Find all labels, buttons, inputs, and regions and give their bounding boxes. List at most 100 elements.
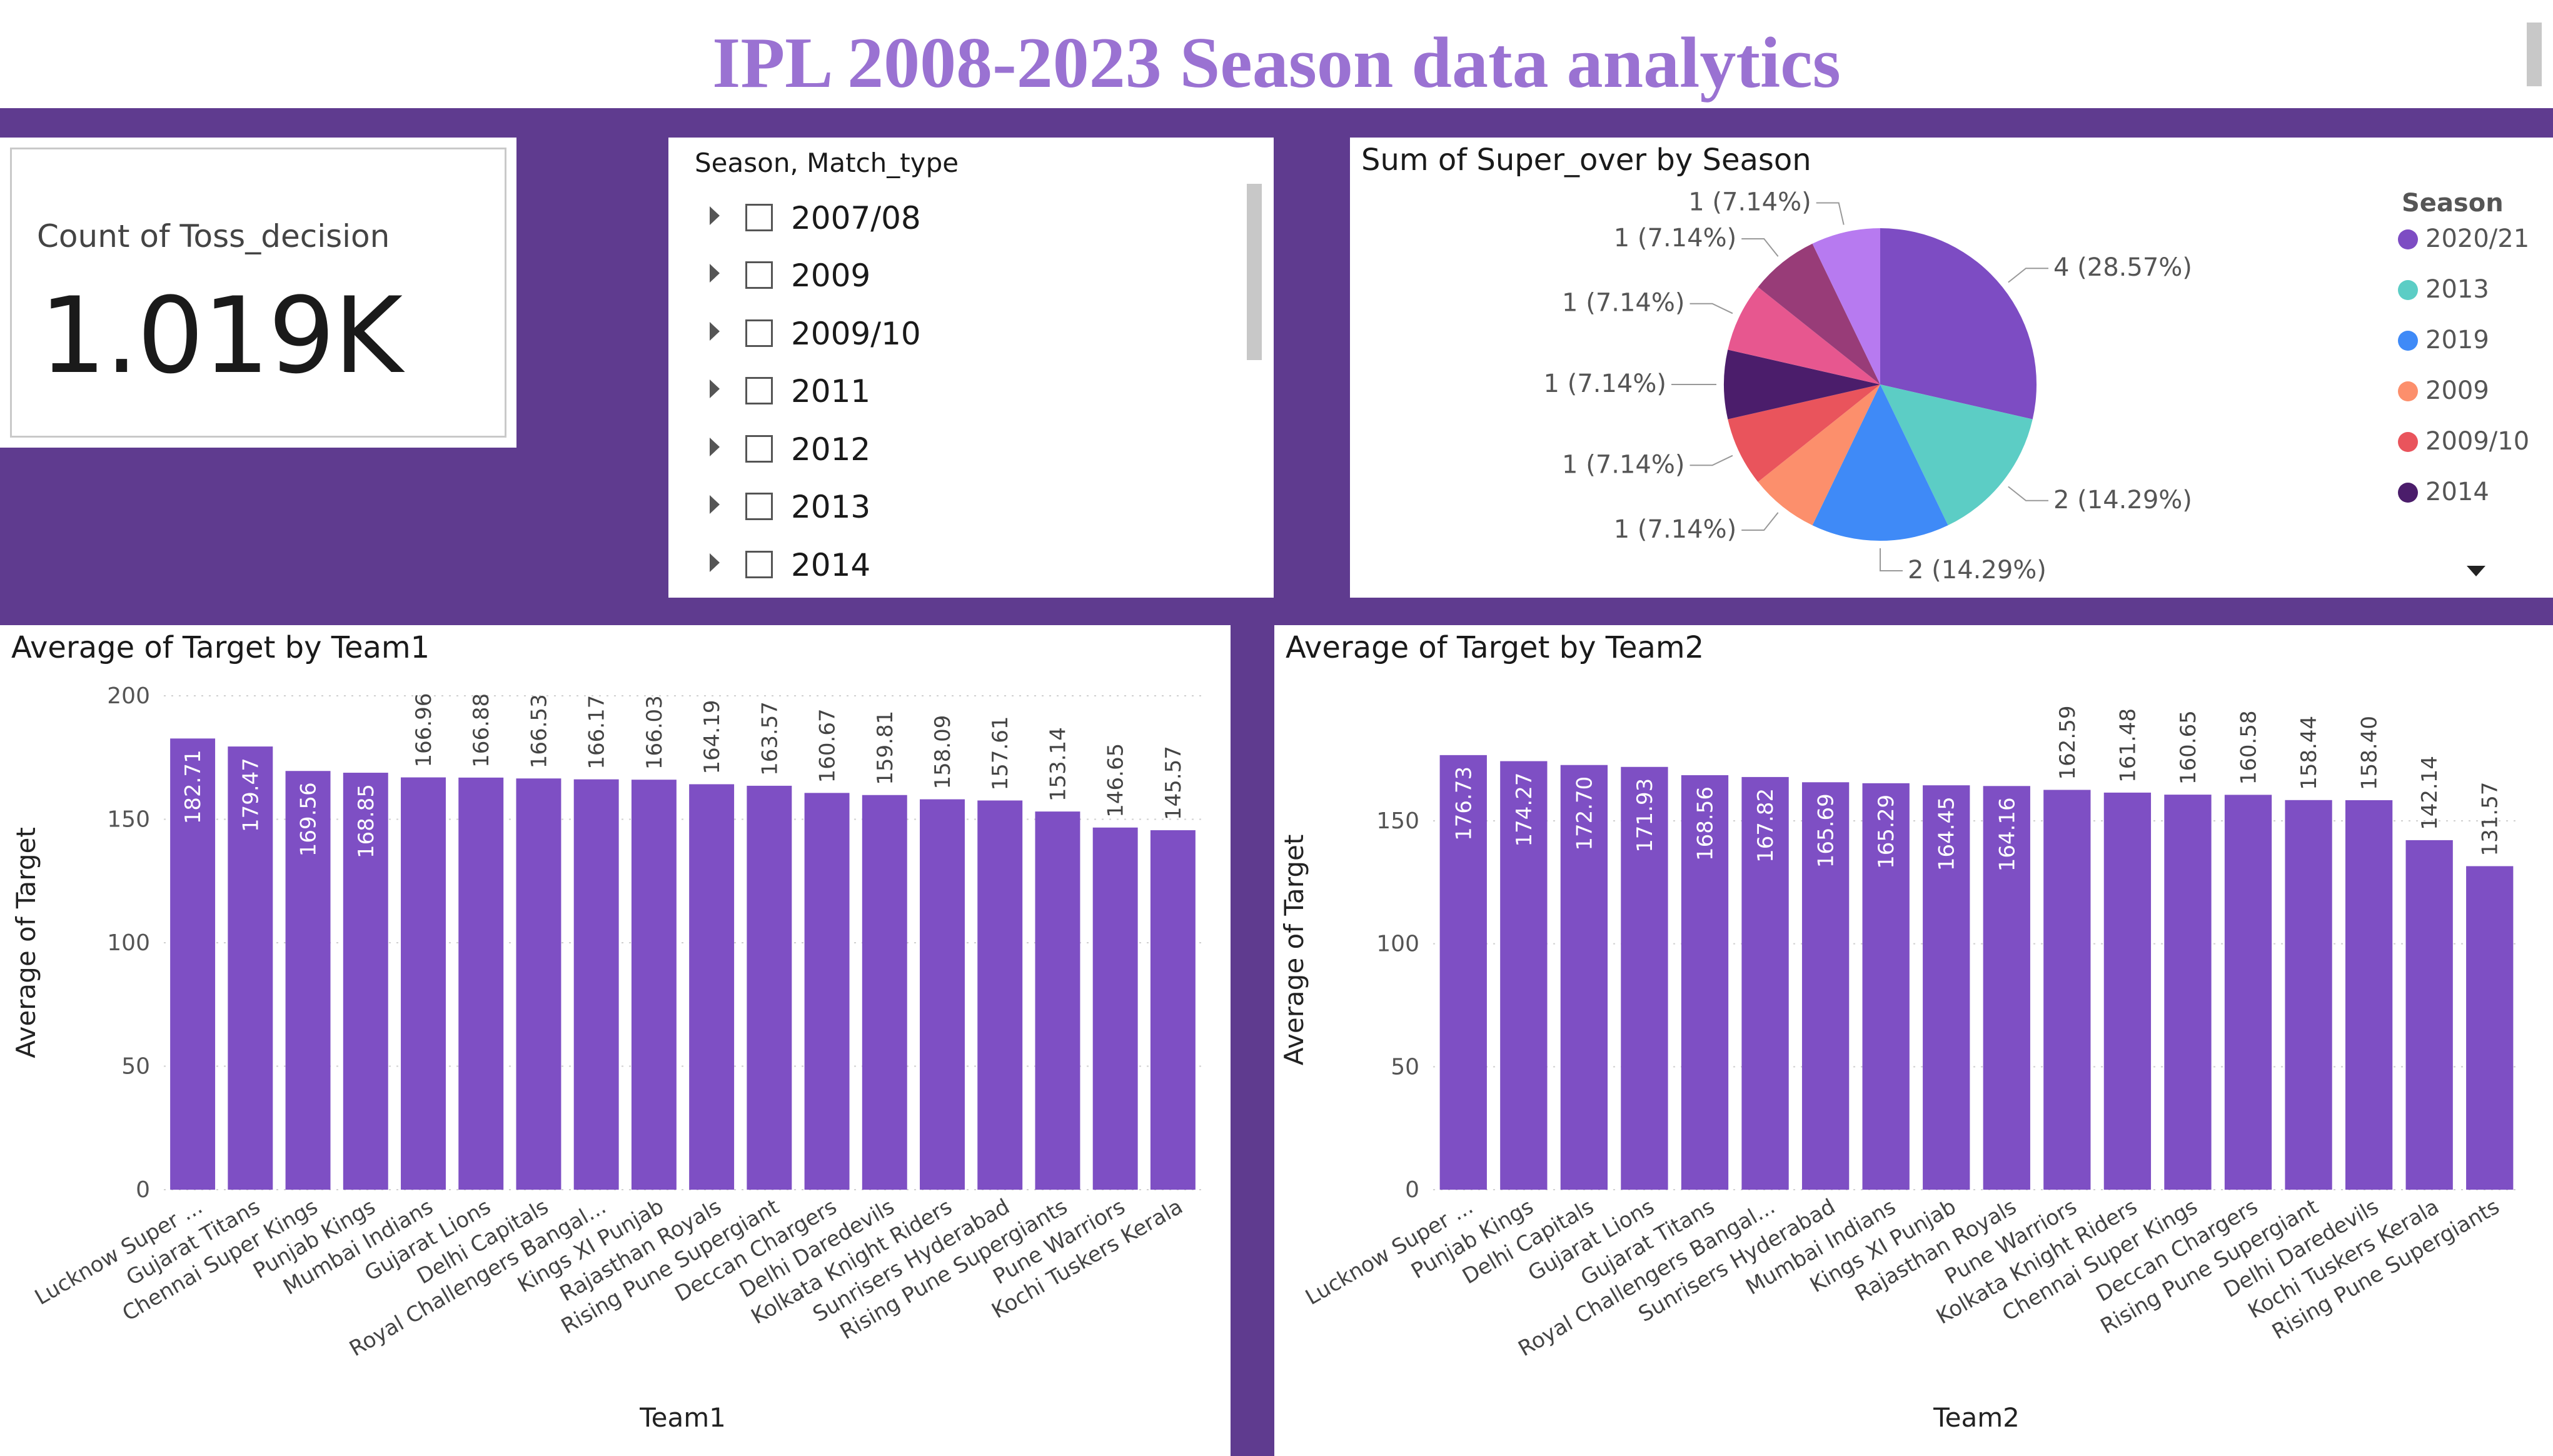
slicer-item[interactable]: 2007/08 [710, 194, 1185, 251]
bar-value-label: 164.16 [1995, 797, 2020, 871]
bar [516, 778, 561, 1190]
pie-slice-label: 2 (14.29%) [1908, 556, 2047, 585]
checkbox[interactable] [745, 377, 773, 404]
pie-leader-line [1816, 202, 1845, 225]
bar-value-label: 131.57 [2478, 782, 2503, 856]
pie-leader-line [1880, 548, 1903, 571]
checkbox[interactable] [745, 204, 773, 231]
pie-leader-line [2008, 268, 2048, 283]
expand-arrow-icon[interactable] [710, 322, 720, 341]
y-tick-label: 100 [1376, 931, 1419, 957]
slicer-item[interactable]: 2009 [710, 251, 1185, 309]
bar-value-label: 176.73 [1451, 766, 1476, 841]
bar-value-label: 171.93 [1633, 778, 1658, 853]
bar-value-label: 158.09 [930, 715, 955, 790]
legend-item: 2014 [2425, 478, 2489, 506]
pie-chart: 4 (28.57%) 2 (14.29%) 2 (14.29%) 1 (7.14%) 1… [1544, 188, 2530, 585]
expand-arrow-icon[interactable] [710, 495, 720, 514]
legend-item: 2009 [2425, 376, 2489, 405]
bar-value-label: 179.47 [238, 758, 263, 832]
bar-value-label: 159.81 [873, 711, 898, 785]
bar1-title: Average of Target by Team1 [11, 630, 430, 665]
legend-item: 2013 [2425, 275, 2489, 304]
bar-value-label: 153.14 [1045, 727, 1070, 801]
expand-arrow-icon[interactable] [710, 553, 720, 572]
legend-more-icon [2467, 566, 2485, 576]
bar [1862, 783, 1910, 1190]
bar-value-label: 158.44 [2297, 716, 2322, 790]
bar-value-label: 160.58 [2237, 710, 2262, 785]
kpi-card[interactable]: Count of Toss_decision 1.019K [0, 138, 516, 448]
expand-arrow-icon[interactable] [710, 438, 720, 456]
y-tick-label: 200 [107, 683, 150, 709]
pie-leader-line [1689, 303, 1733, 314]
slicer-item[interactable]: 2011 [710, 367, 1185, 424]
bar-value-label: 163.57 [757, 701, 782, 776]
expand-arrow-icon[interactable] [710, 264, 720, 283]
bar2-title: Average of Target by Team2 [1286, 630, 1705, 665]
bar [1500, 761, 1548, 1190]
y-tick-label: 50 [1391, 1054, 1419, 1080]
bar [2466, 866, 2514, 1190]
bar [2164, 795, 2212, 1190]
expand-arrow-icon[interactable] [710, 206, 720, 225]
checkbox[interactable] [745, 551, 773, 578]
legend-item: 2009/10 [2425, 427, 2529, 456]
bar [573, 779, 619, 1190]
bar-card-team1[interactable]: Average of Target by Team1 0 50 100 150 200 A… [0, 625, 1231, 1456]
pie-slice [1724, 349, 1880, 419]
bar [2103, 792, 2152, 1190]
legend-swatch [2398, 280, 2418, 300]
slicer-item[interactable]: 2009/10 [710, 309, 1185, 367]
checkbox[interactable] [745, 261, 773, 289]
bar [920, 799, 965, 1190]
bar [1621, 766, 1668, 1190]
bar-value-label: 174.27 [1512, 773, 1537, 847]
checkbox[interactable] [745, 493, 773, 520]
bar-value-label: 164.45 [1935, 796, 1960, 871]
kpi-label: Count of Toss_decision [37, 218, 390, 254]
bar-card-team2[interactable]: Average of Target by Team2 0 50 100 150 Aver… [1274, 625, 2553, 1456]
legend-item: 2019 [2425, 326, 2489, 354]
expand-arrow-icon[interactable] [710, 379, 720, 398]
slicer-item[interactable]: 2013 [710, 483, 1185, 540]
y-tick-label: 150 [1376, 808, 1419, 834]
pie-title: Sum of Super_over by Season [1361, 143, 1811, 178]
center-divider [1231, 625, 1274, 1456]
bar [1150, 830, 1196, 1190]
bar [1923, 785, 1970, 1190]
bar-value-label: 160.65 [2176, 710, 2201, 785]
bar-value-label: 165.29 [1874, 795, 1899, 869]
pie-card[interactable]: Sum of Super_over by Season 4 (28.57%) 2 … [1350, 138, 2553, 598]
pie-slice-label: 1 (7.14%) [1614, 515, 1736, 544]
bar [862, 795, 907, 1190]
bar-value-label: 160.67 [815, 708, 840, 783]
bar-value-label: 169.56 [296, 782, 321, 856]
slicer-item[interactable]: 2012 [710, 425, 1185, 483]
checkbox[interactable] [745, 319, 773, 347]
slicer-item[interactable]: 2014 [710, 541, 1185, 598]
bar [2043, 790, 2091, 1190]
legend-swatch [2398, 331, 2418, 351]
y-tick-label: 0 [1405, 1177, 1419, 1203]
pie-slice [1758, 243, 1880, 384]
bar [343, 773, 388, 1190]
bar [977, 800, 1023, 1190]
bar-value-label: 166.03 [642, 695, 667, 770]
slicer-scrollbar[interactable] [1247, 184, 1262, 360]
season-slicer[interactable]: Season, Match_type 2007/08 2009 2009/10 … [668, 138, 1274, 598]
bar [285, 771, 331, 1190]
checkbox[interactable] [745, 435, 773, 463]
kpi-value: 1.019K [39, 274, 403, 397]
bar-value-label: 166.17 [585, 695, 610, 770]
bar [401, 777, 446, 1190]
bar [1741, 776, 1789, 1190]
pie-slice [1812, 228, 1880, 384]
bar [170, 738, 216, 1190]
y-axis-title: Average of Target [11, 827, 41, 1058]
bar-value-label: 166.88 [469, 693, 494, 768]
title-scrollbar[interactable] [2527, 23, 2542, 86]
pie-slice [1728, 384, 1880, 482]
bar [228, 746, 273, 1190]
